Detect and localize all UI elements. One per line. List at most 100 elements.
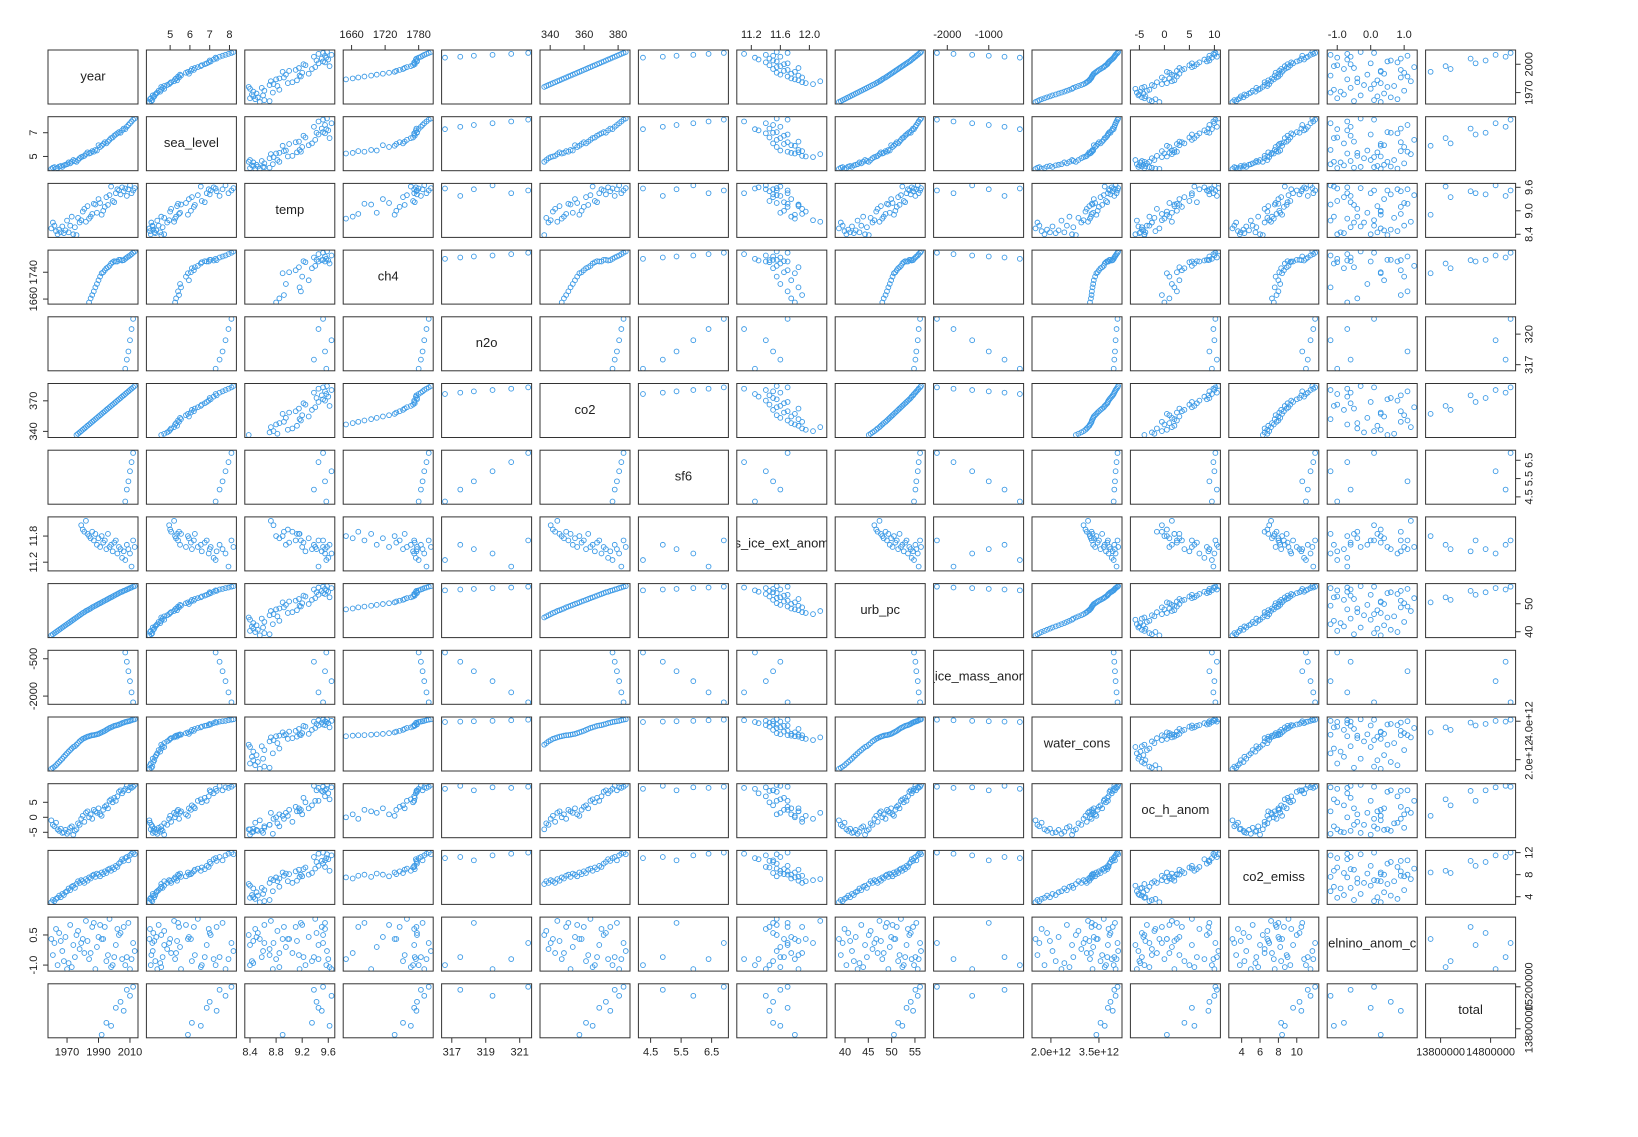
panel-group [1032, 50, 1122, 104]
point [1189, 537, 1195, 544]
point [1351, 631, 1357, 638]
point [203, 537, 210, 544]
point [188, 207, 194, 214]
point [1111, 486, 1118, 493]
point [1017, 365, 1023, 371]
point [1201, 56, 1208, 63]
point [1347, 85, 1354, 91]
panel-frame [736, 249, 828, 305]
point [428, 783, 434, 788]
point [1146, 86, 1153, 93]
point [300, 61, 307, 68]
panel-frame [1326, 249, 1418, 305]
point [322, 478, 328, 485]
point [969, 252, 976, 259]
point [1075, 83, 1082, 89]
point [320, 396, 326, 403]
diagonal-label: co2 [575, 402, 596, 417]
point [212, 498, 219, 505]
point [1235, 762, 1241, 769]
point [1361, 429, 1367, 436]
point [905, 130, 911, 137]
point [784, 200, 791, 207]
point [1407, 151, 1414, 157]
point [773, 250, 780, 255]
point [792, 812, 798, 819]
point [1334, 259, 1341, 266]
point [799, 735, 805, 741]
point [1201, 588, 1208, 595]
diagonal-label: s_ice_ext_anom [734, 535, 829, 550]
point [175, 288, 181, 295]
point [788, 731, 795, 737]
point [1351, 764, 1357, 771]
point [311, 586, 317, 593]
point [1407, 424, 1414, 430]
point [1507, 384, 1514, 391]
point [457, 541, 464, 548]
point [1132, 616, 1139, 623]
point [54, 760, 61, 767]
point [777, 254, 784, 261]
point [690, 585, 697, 591]
point [119, 127, 125, 134]
panel-frame [145, 49, 237, 105]
point [296, 726, 302, 732]
point [266, 164, 273, 171]
point [283, 281, 289, 287]
point [784, 139, 791, 146]
point [985, 253, 992, 260]
point [1344, 554, 1351, 561]
point [207, 788, 214, 795]
point [1151, 83, 1158, 89]
point [65, 229, 72, 236]
point [1088, 292, 1095, 298]
point [320, 384, 326, 391]
panel-frame [1129, 116, 1221, 172]
point [659, 53, 666, 60]
point [161, 613, 168, 620]
point [189, 407, 195, 413]
point [1442, 724, 1449, 731]
panel-group [311, 450, 335, 505]
point [206, 787, 213, 794]
point [1361, 738, 1367, 745]
point [1397, 267, 1404, 274]
point [90, 148, 97, 155]
panel-frame [244, 583, 336, 639]
point [183, 544, 189, 550]
point [950, 717, 957, 724]
panel-group [442, 250, 532, 262]
point [1502, 254, 1509, 261]
point [1309, 116, 1316, 122]
point [279, 142, 286, 149]
panel-group [343, 783, 434, 822]
panel-frame [244, 783, 336, 839]
point [752, 255, 758, 262]
point [274, 157, 281, 163]
point [286, 806, 292, 813]
point [1265, 422, 1272, 429]
point [1442, 183, 1449, 190]
point [777, 147, 784, 154]
panel-frame [441, 516, 533, 572]
point [343, 150, 349, 157]
point [525, 783, 532, 790]
point [1377, 166, 1384, 171]
point [1196, 59, 1203, 66]
point [411, 793, 418, 800]
point [276, 295, 283, 302]
point [167, 812, 173, 819]
point [1285, 595, 1292, 601]
point [355, 148, 362, 154]
panel-group [343, 183, 434, 222]
point [1447, 265, 1454, 272]
point [1090, 196, 1097, 202]
point [260, 92, 266, 99]
point [1309, 544, 1316, 550]
point [1334, 498, 1341, 505]
point [328, 51, 335, 58]
point [1164, 599, 1170, 606]
panel-group [741, 783, 824, 825]
point [423, 326, 430, 332]
